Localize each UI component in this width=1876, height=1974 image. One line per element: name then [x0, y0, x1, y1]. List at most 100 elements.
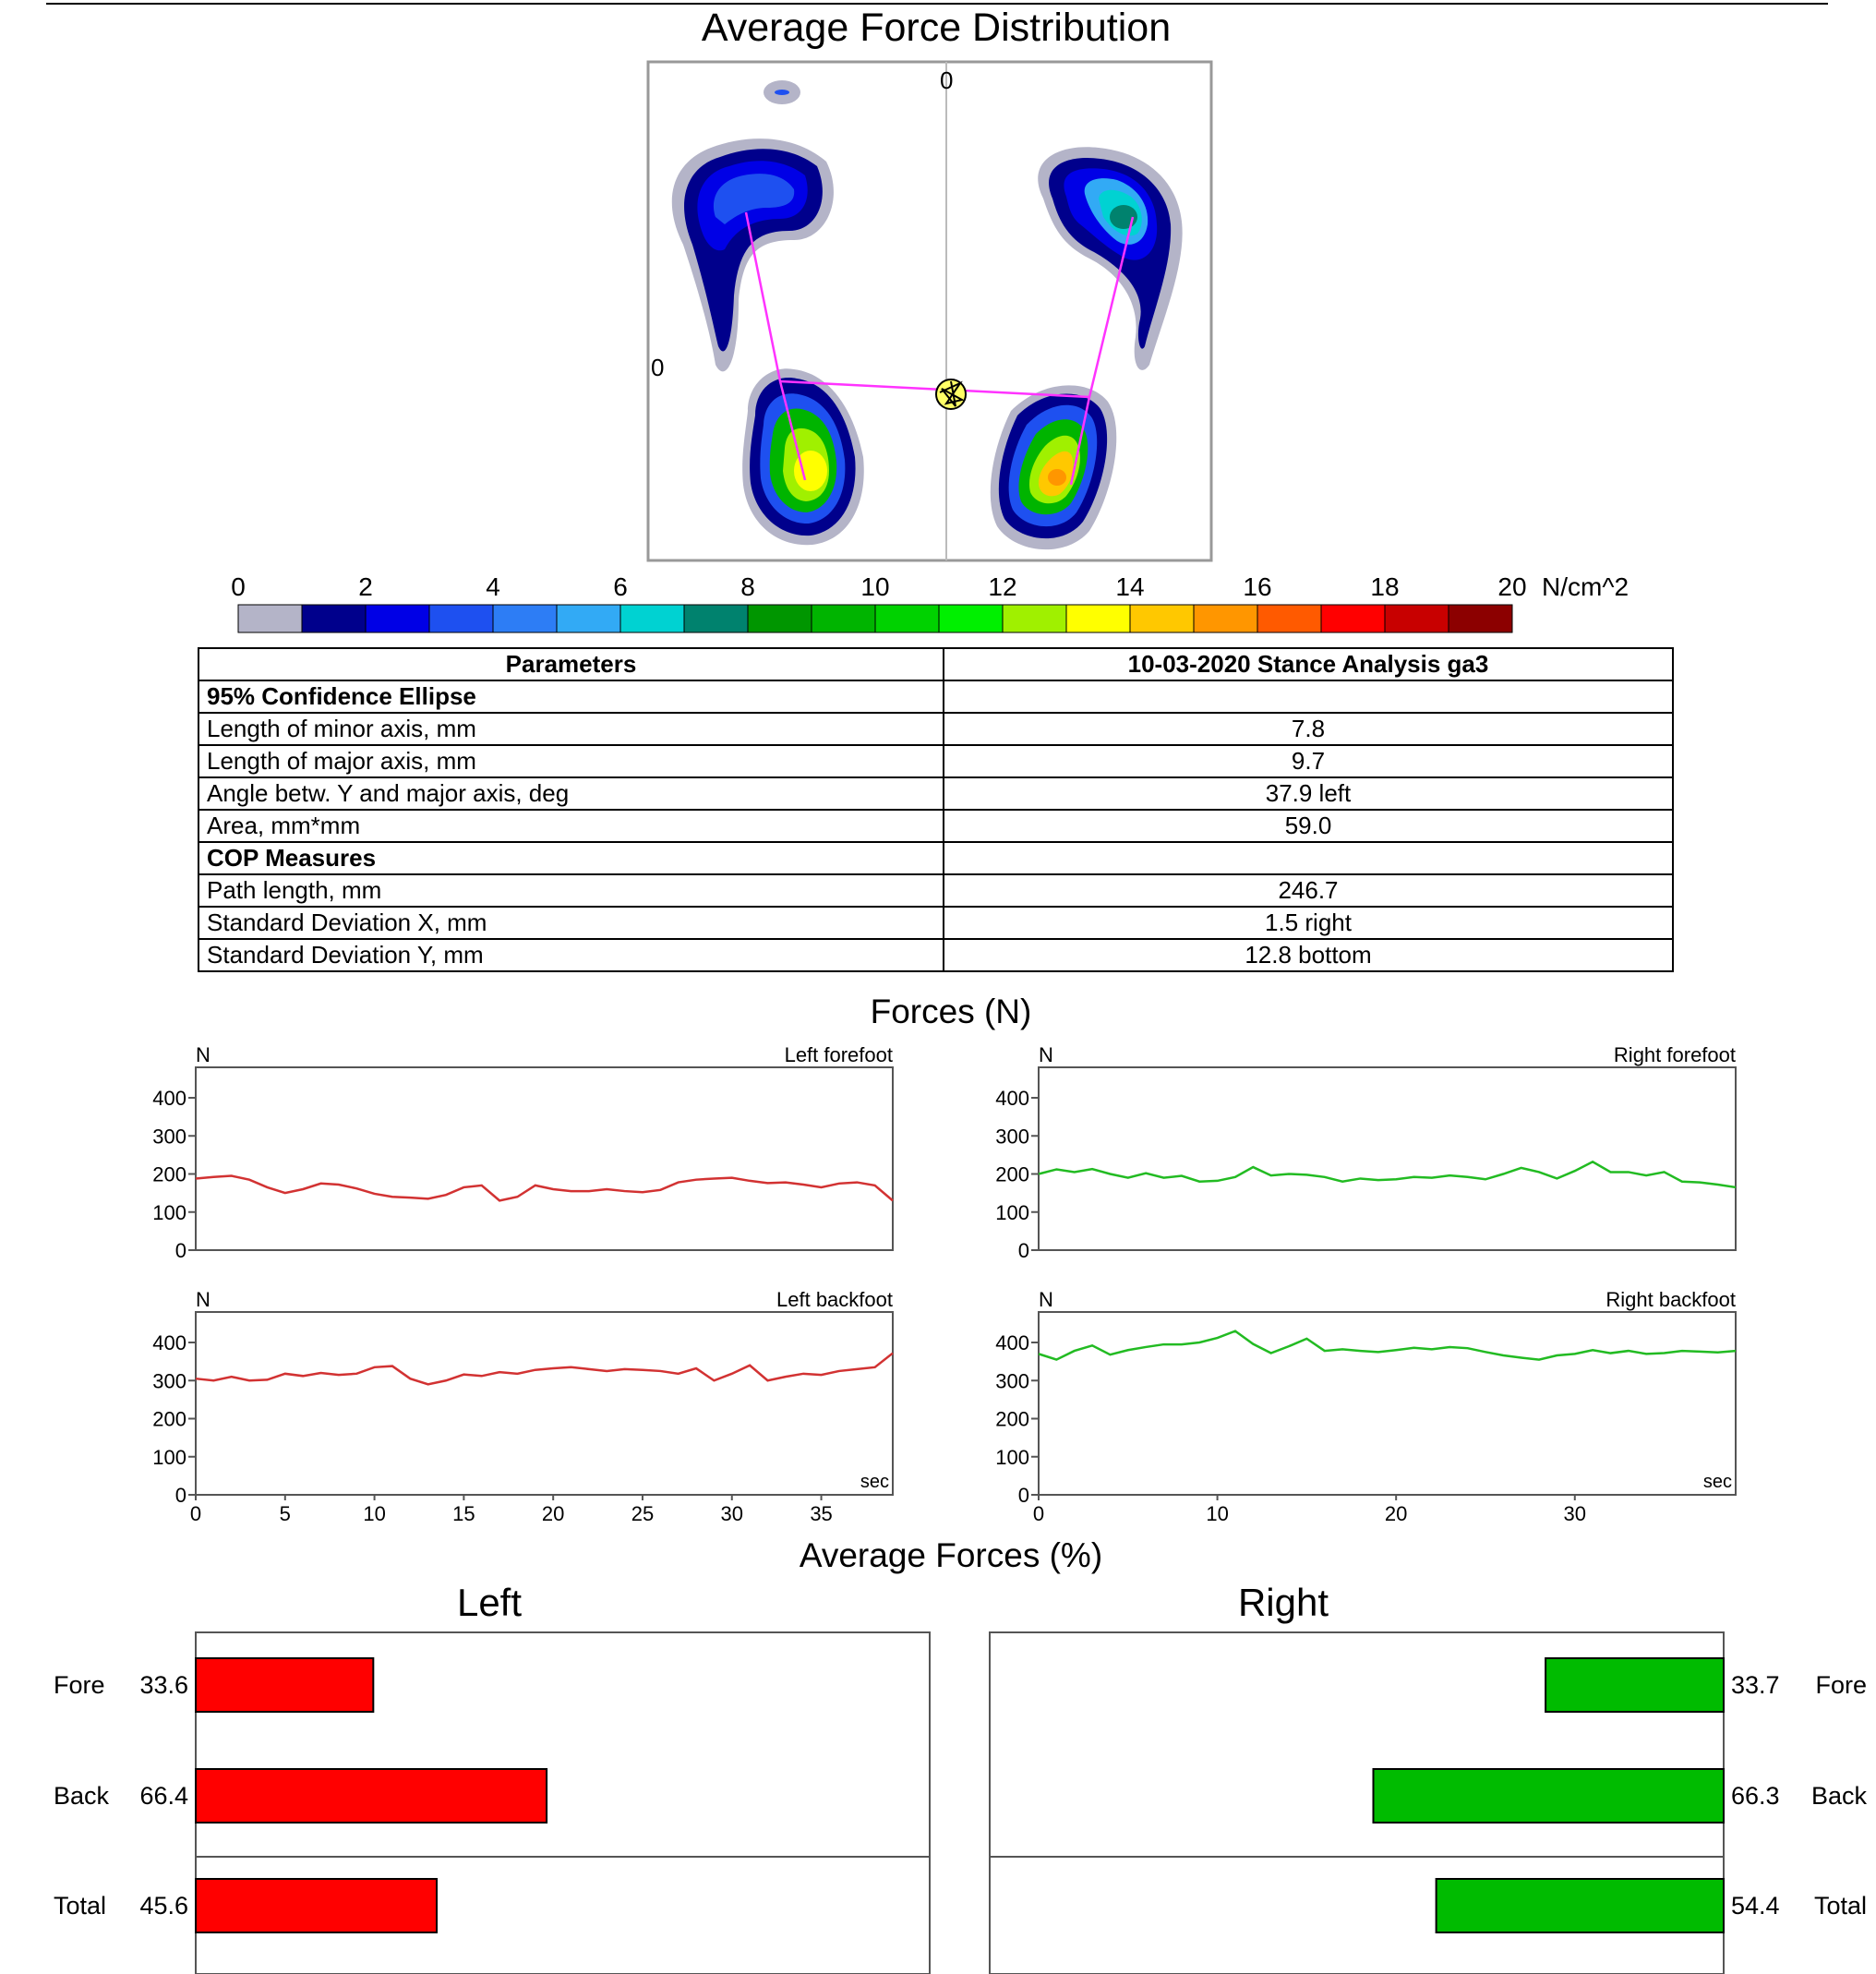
y-tick-label: 200	[152, 1408, 186, 1431]
bar	[1545, 1657, 1725, 1713]
parameter-row: Path length, mm 246.7	[198, 873, 1674, 908]
bar	[1372, 1768, 1725, 1824]
pressure-heatmap: 0 0	[646, 60, 1213, 562]
colorbar-tick-label: 12	[988, 572, 1016, 601]
cop-lines	[744, 211, 1135, 486]
parameter-label: Angle betw. Y and major axis, deg	[198, 776, 944, 811]
bar-value-label: 45.6	[139, 1892, 188, 1920]
x-unit-label: sec	[1703, 1472, 1732, 1492]
bar-category-label: Back	[54, 1782, 110, 1810]
bar	[1435, 1878, 1725, 1933]
y-tick-label: 300	[995, 1369, 1029, 1392]
y-tick-label: 200	[995, 1163, 1029, 1186]
chart-title: Left forefoot	[785, 1043, 893, 1066]
y-tick-label: 0	[1018, 1239, 1029, 1262]
y-unit-label: N	[196, 1043, 210, 1066]
force-line	[195, 1174, 894, 1202]
x-tick-label: 30	[721, 1502, 743, 1525]
colorbar-cell	[683, 604, 749, 633]
parameter-value: 9.7	[943, 744, 1674, 778]
parameter-row: Area, mm*mm 59.0	[198, 809, 1674, 843]
line-chart-right-backfoot: N Right backfoot 0 100 200 300 400 0 10 20 30 sec	[995, 1288, 1737, 1525]
parameter-value	[943, 680, 1674, 714]
colorbar-unit: N/cm^2	[1542, 572, 1629, 601]
left-heel-blob	[742, 368, 864, 546]
top-rule	[46, 3, 1828, 5]
colorbar-cell	[428, 604, 494, 633]
plot-area	[195, 1066, 894, 1251]
line-chart-right-forefoot: N Right forefoot 0 100 200 300 400	[995, 1043, 1737, 1262]
bar-value-label: 33.7	[1731, 1671, 1780, 1699]
bar-category-label: Fore	[54, 1671, 105, 1699]
x-tick-label: 0	[190, 1502, 201, 1525]
y-unit-label: N	[196, 1288, 210, 1311]
heatmap-top-tick: 0	[940, 66, 953, 94]
y-unit-label: N	[1039, 1288, 1053, 1311]
bar-value-label: 33.6	[139, 1671, 188, 1699]
colorbar-cell	[1257, 604, 1322, 633]
y-tick-label: 400	[152, 1331, 186, 1354]
colorbar-cell	[237, 604, 303, 633]
right-heel-blob	[990, 385, 1117, 550]
colorbar-cell	[492, 604, 558, 633]
parameter-value: 246.7	[943, 873, 1674, 908]
parameter-value: 37.9 left	[943, 776, 1674, 811]
plot-area	[1038, 1311, 1737, 1496]
bar-chart-title: Left	[457, 1581, 522, 1624]
parameter-label: 95% Confidence Ellipse	[198, 680, 944, 714]
colorbar-cell	[1448, 604, 1513, 633]
x-tick-label: 35	[810, 1502, 832, 1525]
bar-value-label: 66.3	[1731, 1782, 1780, 1810]
y-tick-label: 200	[152, 1163, 186, 1186]
y-tick-label: 100	[995, 1446, 1029, 1469]
colorbar-cell	[938, 604, 1004, 633]
parameter-label: Standard Deviation Y, mm	[198, 938, 944, 972]
y-tick-label: 200	[995, 1408, 1029, 1431]
left-forefoot-blob	[671, 138, 834, 372]
parameter-row: Length of major axis, mm 9.7	[198, 744, 1674, 778]
colorbar-tick-label: 0	[231, 572, 246, 601]
parameter-label: Length of major axis, mm	[198, 744, 944, 778]
bar-category-label: Fore	[1815, 1671, 1867, 1699]
bar	[195, 1878, 439, 1933]
colorbar-tick-label: 10	[860, 572, 889, 601]
cop-path-marker	[935, 379, 967, 410]
parameter-row: 95% Confidence Ellipse	[198, 680, 1674, 714]
force-line	[1038, 1330, 1737, 1361]
parameter-label: Path length, mm	[198, 873, 944, 908]
parameter-row: Angle betw. Y and major axis, deg 37.9 le…	[198, 776, 1674, 811]
colorbar-cell	[365, 604, 430, 633]
parameter-row: Standard Deviation X, mm 1.5 right	[198, 906, 1674, 940]
bar-chart-title: Right	[1238, 1581, 1329, 1624]
forces-title: Forces (N)	[870, 993, 1032, 1030]
bar-value-label: 54.4	[1731, 1892, 1780, 1920]
y-tick-label: 100	[152, 1201, 186, 1224]
colorbar-tick-label: 2	[358, 572, 373, 601]
average-forces-title: Average Forces (%)	[799, 1536, 1103, 1574]
parameter-value: 59.0	[943, 809, 1674, 843]
colorbar-cell	[619, 604, 685, 633]
y-tick-label: 400	[152, 1087, 186, 1110]
y-tick-label: 100	[995, 1201, 1029, 1224]
colorbar-cell	[1320, 604, 1386, 633]
parameter-label: Standard Deviation X, mm	[198, 906, 944, 940]
plot-area	[195, 1311, 894, 1496]
colorbar-cell	[1384, 604, 1449, 633]
colorbar: 0 2 4 6 8 10 12 14 16 18 20 N/cm^2	[231, 572, 1629, 633]
x-tick-label: 30	[1564, 1502, 1586, 1525]
bar-category-label: Back	[1811, 1782, 1868, 1810]
y-tick-label: 300	[995, 1125, 1029, 1148]
parameter-value: 7.8	[943, 712, 1674, 746]
y-tick-label: 400	[995, 1087, 1029, 1110]
bar-category-label: Total	[54, 1892, 106, 1920]
parameter-row: Standard Deviation Y, mm 12.8 bottom	[198, 938, 1674, 972]
bar-value-label: 66.4	[139, 1782, 188, 1810]
bar	[195, 1768, 548, 1824]
y-tick-label: 300	[152, 1369, 186, 1392]
bar	[195, 1657, 375, 1713]
y-tick-label: 100	[152, 1446, 186, 1469]
colorbar-tick-label: 14	[1115, 572, 1144, 601]
x-tick-label: 5	[280, 1502, 291, 1525]
colorbar-cell	[1193, 604, 1258, 633]
parameter-value: 12.8 bottom	[943, 938, 1674, 972]
